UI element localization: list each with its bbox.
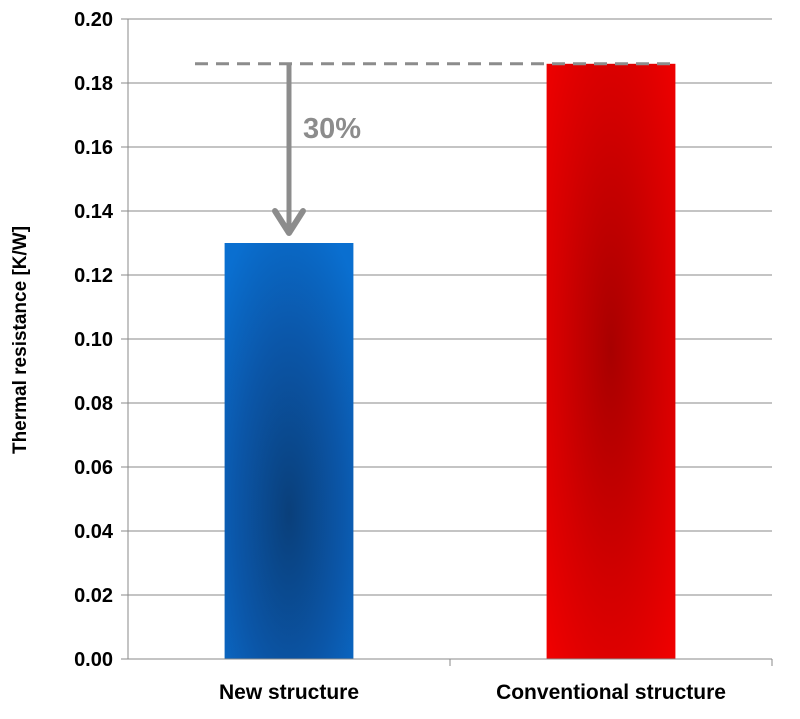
- y-tick-label: 0.04: [74, 521, 114, 543]
- y-tick-labels: 0.00 0.02 0.04 0.06 0.08 0.10 0.12 0.14 0.16 0.18…: [74, 9, 114, 671]
- y-tick-label: 0.16: [74, 137, 113, 159]
- reduction-annotation: 30%: [195, 62, 676, 236]
- y-tick-label: 0.10: [74, 329, 113, 351]
- y-tick-label: 0.06: [74, 457, 113, 479]
- y-tick-label: 0.08: [74, 393, 113, 415]
- y-tick-label: 0.18: [74, 73, 113, 95]
- bar-conventional-structure: [546, 63, 676, 660]
- x-tick-label: New structure: [219, 681, 359, 704]
- bars: [224, 63, 676, 660]
- x-tick-label: Conventional structure: [496, 681, 726, 704]
- axes: [121, 18, 773, 666]
- bar-new-structure: [224, 243, 354, 659]
- arrow-down-icon: [272, 208, 306, 236]
- y-tick-label: 0.12: [74, 265, 113, 287]
- reduction-label: 30%: [303, 113, 361, 145]
- y-tick-label: 0.20: [74, 9, 113, 31]
- y-axis-label: Thermal resistance [K/W]: [10, 226, 31, 454]
- y-tick-label: 0.00: [74, 649, 113, 671]
- y-tick-label: 0.02: [74, 585, 113, 607]
- y-tick-label: 0.14: [74, 201, 114, 223]
- x-tick-labels: New structure Conventional structure: [219, 681, 726, 704]
